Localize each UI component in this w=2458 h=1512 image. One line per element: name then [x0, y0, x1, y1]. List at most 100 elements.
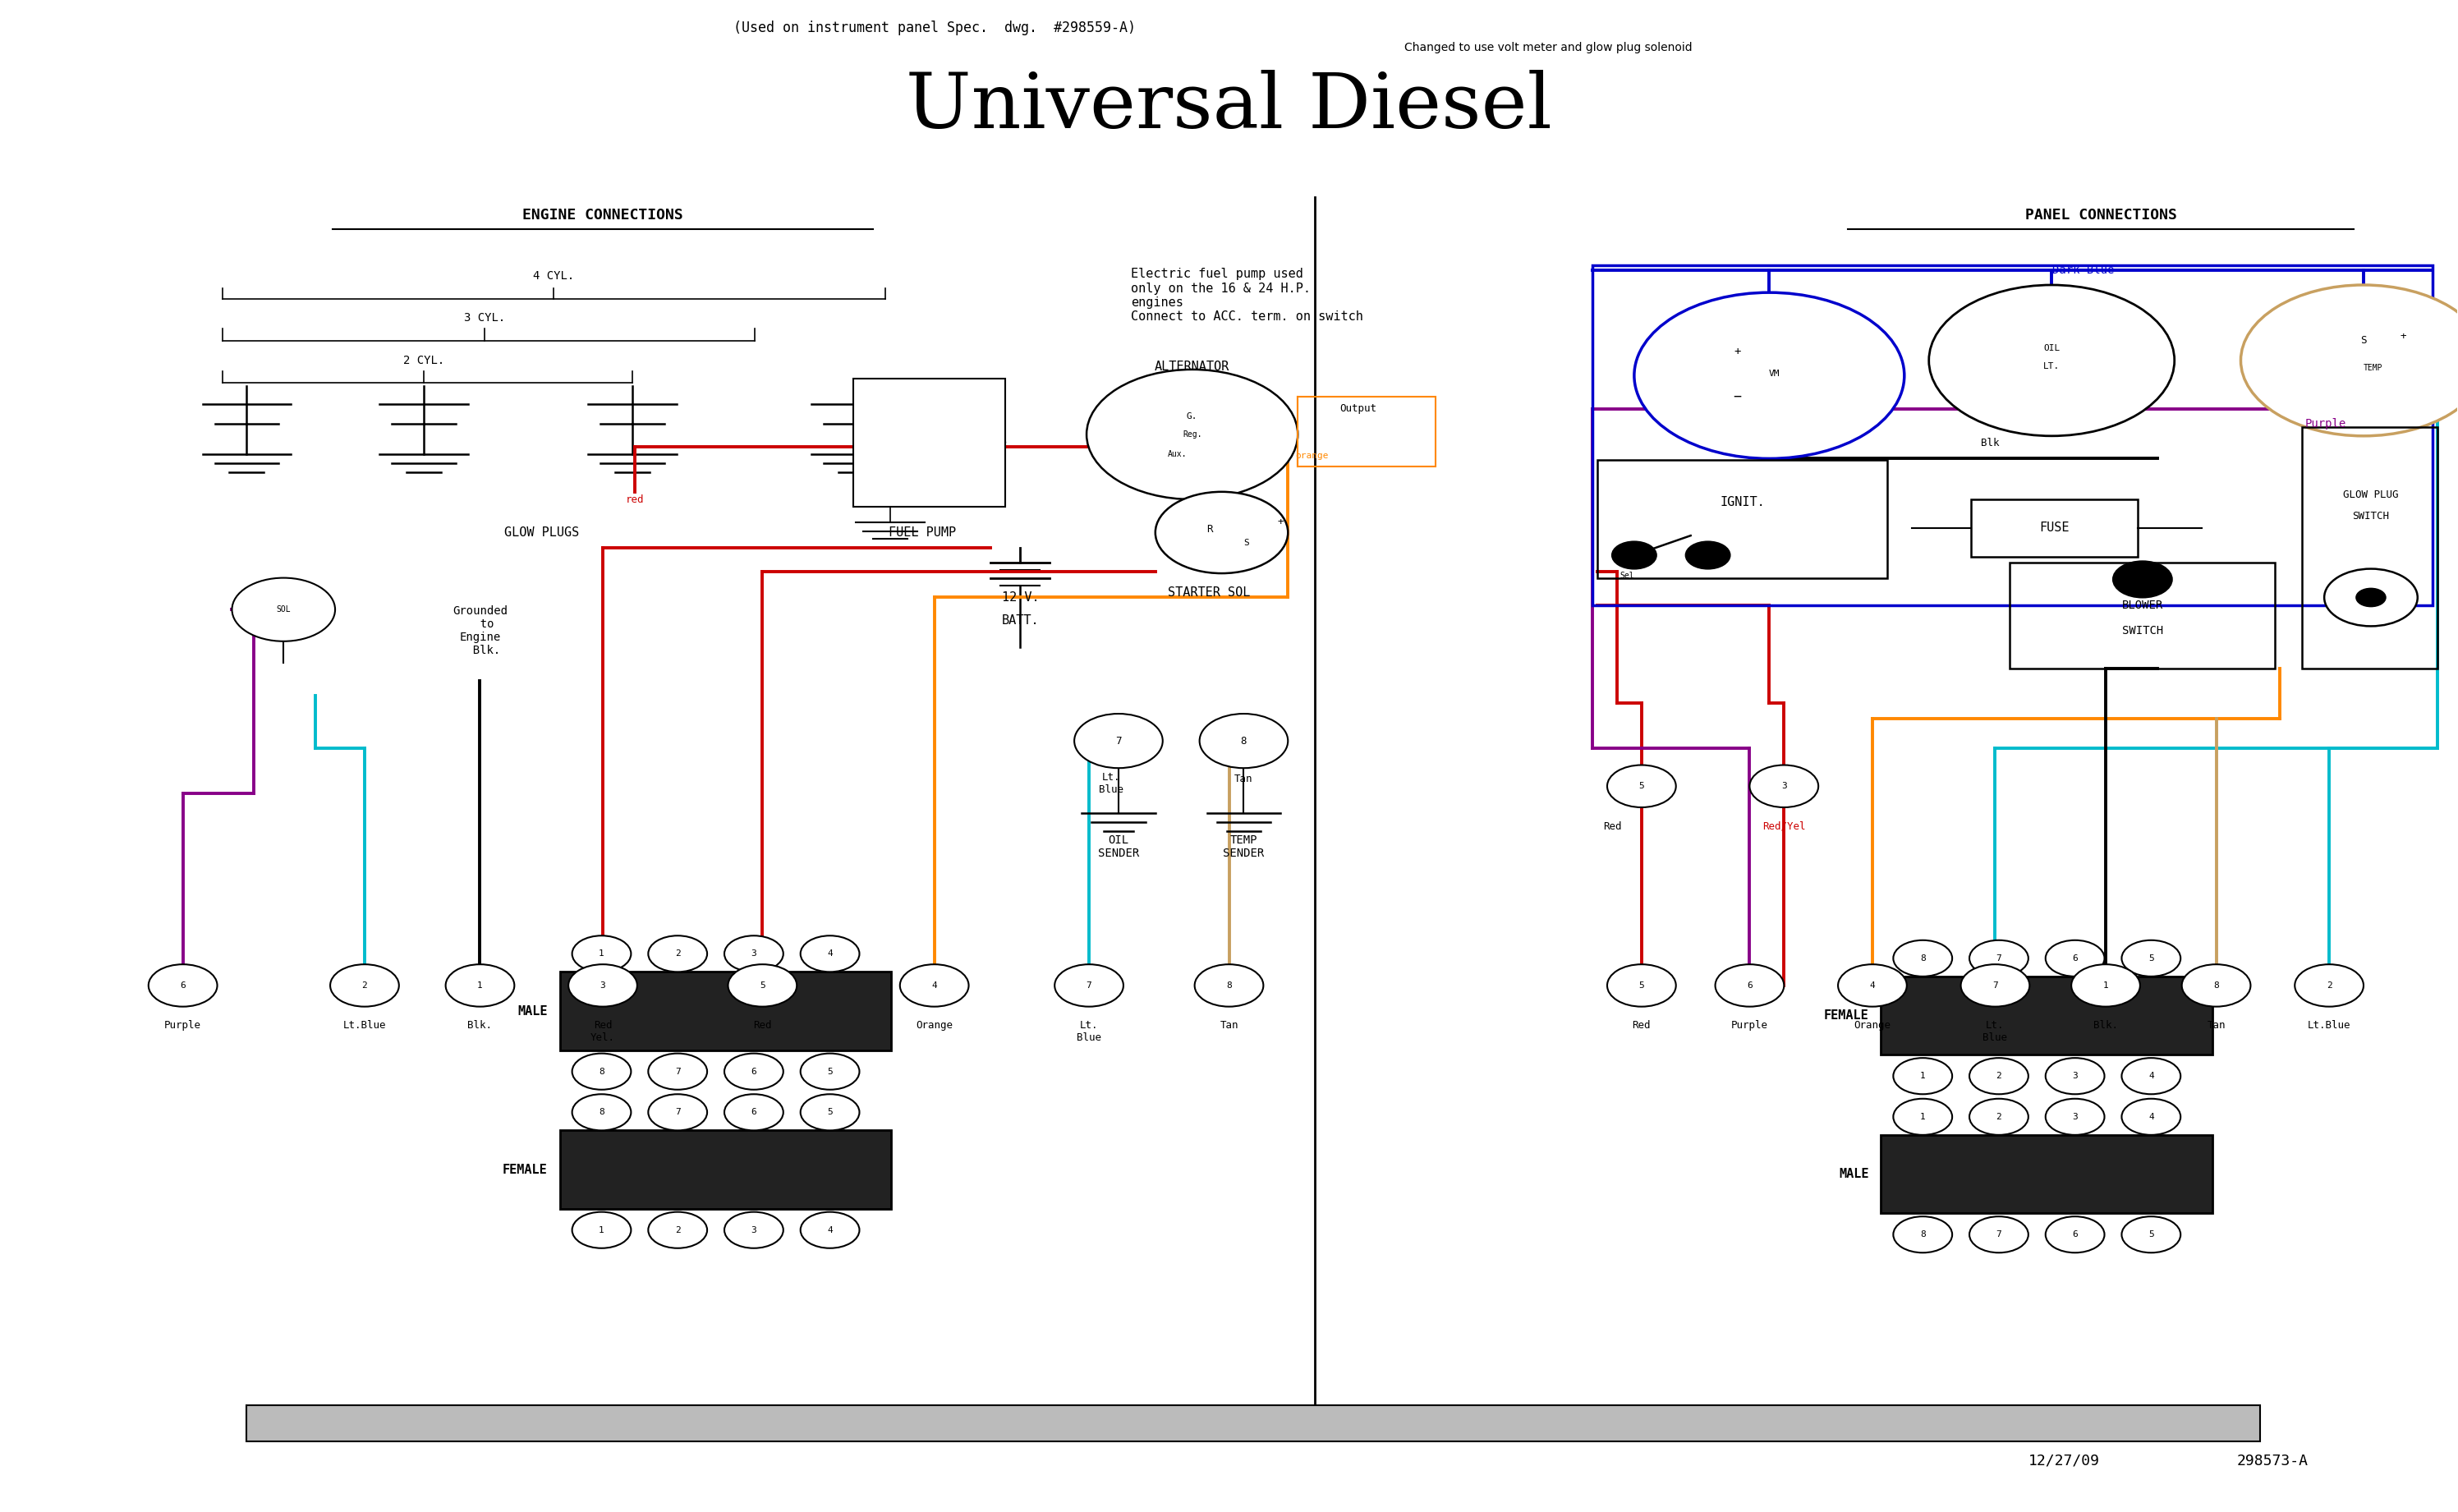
Text: Lt.
Blue: Lt. Blue: [1099, 771, 1123, 795]
Circle shape: [2183, 965, 2252, 1007]
Circle shape: [900, 965, 968, 1007]
Text: Aux.: Aux.: [1168, 451, 1187, 458]
Circle shape: [1195, 965, 1263, 1007]
Text: BLOWER: BLOWER: [2121, 599, 2163, 611]
Bar: [246, 1405, 2261, 1441]
Circle shape: [329, 965, 398, 1007]
Text: 1: 1: [1920, 1072, 1925, 1080]
Circle shape: [1930, 284, 2175, 435]
Bar: [1880, 977, 2212, 1055]
Circle shape: [2121, 1217, 2180, 1253]
Circle shape: [1969, 1058, 2028, 1095]
Bar: [853, 378, 1005, 507]
Text: 3: 3: [752, 1226, 757, 1234]
Text: Lt.Blue: Lt.Blue: [344, 1021, 386, 1031]
Circle shape: [573, 1095, 632, 1131]
Text: 8: 8: [1227, 981, 1231, 989]
Text: 5: 5: [828, 1067, 833, 1075]
Circle shape: [649, 1054, 708, 1090]
Text: 2: 2: [1996, 1113, 2001, 1120]
Text: 8: 8: [600, 1067, 605, 1075]
Text: 7: 7: [1996, 954, 2001, 963]
Text: 6: 6: [752, 1067, 757, 1075]
Text: 12/27/09: 12/27/09: [2028, 1453, 2099, 1468]
Circle shape: [2121, 1099, 2180, 1136]
Text: OIL: OIL: [2043, 345, 2060, 352]
Circle shape: [725, 1095, 784, 1131]
Circle shape: [2357, 588, 2387, 606]
Circle shape: [1969, 1099, 2028, 1136]
Text: 8: 8: [1920, 1231, 1925, 1238]
Circle shape: [728, 965, 796, 1007]
Text: OIL
SENDER: OIL SENDER: [1099, 835, 1138, 859]
Text: Blk: Blk: [1981, 438, 1998, 449]
Text: 1: 1: [2104, 981, 2109, 989]
Text: 6: 6: [179, 981, 187, 989]
Circle shape: [1608, 965, 1676, 1007]
Text: Orange: Orange: [917, 1021, 954, 1031]
Text: 8: 8: [2212, 981, 2220, 989]
Text: Output: Output: [1340, 404, 1376, 414]
Circle shape: [1686, 541, 1730, 569]
Circle shape: [1893, 1099, 1952, 1136]
Circle shape: [2045, 1058, 2104, 1095]
Text: 3: 3: [752, 950, 757, 959]
Text: 5: 5: [2148, 954, 2153, 963]
Text: Purple: Purple: [1730, 1021, 1767, 1031]
Circle shape: [725, 936, 784, 972]
Circle shape: [2045, 1099, 2104, 1136]
Circle shape: [231, 578, 334, 641]
Bar: [2303, 426, 2438, 668]
Text: G.: G.: [1187, 413, 1197, 420]
Text: 7: 7: [1086, 981, 1091, 989]
Text: 7: 7: [1116, 735, 1121, 747]
Bar: [2011, 562, 2276, 668]
Text: 1: 1: [600, 950, 605, 959]
Text: 7: 7: [1996, 1231, 2001, 1238]
Circle shape: [2296, 965, 2365, 1007]
Text: Reg.: Reg.: [1182, 431, 1202, 438]
Text: orange: orange: [1295, 452, 1330, 460]
Text: Red: Red: [1632, 1021, 1652, 1031]
Text: 6: 6: [752, 1108, 757, 1116]
Circle shape: [725, 1054, 784, 1090]
Text: Lt.
Blue: Lt. Blue: [1077, 1021, 1101, 1043]
Circle shape: [568, 965, 637, 1007]
Text: 12 V.: 12 V.: [1000, 591, 1040, 603]
Text: 8: 8: [1241, 735, 1246, 747]
Text: 3: 3: [1782, 782, 1787, 791]
Text: Orange: Orange: [1853, 1021, 1890, 1031]
Text: Red
Yel.: Red Yel.: [590, 1021, 614, 1043]
Text: 1: 1: [600, 1226, 605, 1234]
Text: 3 CYL.: 3 CYL.: [465, 313, 506, 324]
Text: 4: 4: [932, 981, 936, 989]
Text: Blk.: Blk.: [2094, 1021, 2119, 1031]
Circle shape: [1608, 765, 1676, 807]
Bar: [1298, 396, 1435, 466]
Text: SOL: SOL: [275, 605, 290, 614]
Text: 3: 3: [2072, 1072, 2077, 1080]
Circle shape: [1893, 1217, 1952, 1253]
Text: Red/Yel: Red/Yel: [1762, 821, 1807, 832]
Text: 2: 2: [676, 950, 681, 959]
Circle shape: [1612, 541, 1657, 569]
Circle shape: [801, 1054, 860, 1090]
Circle shape: [1155, 491, 1288, 573]
Text: 3: 3: [600, 981, 605, 989]
Circle shape: [1893, 940, 1952, 977]
Text: Electric fuel pump used
only on the 16 & 24 H.P.
engines
Connect to ACC. term. o: Electric fuel pump used only on the 16 &…: [1131, 268, 1364, 324]
Text: +: +: [1278, 517, 1283, 528]
Text: Grounded
  to
Engine
  Blk.: Grounded to Engine Blk.: [452, 605, 506, 656]
Text: TEMP: TEMP: [2365, 364, 2382, 372]
Circle shape: [2121, 940, 2180, 977]
Text: 2: 2: [361, 981, 366, 989]
Text: 298573-A: 298573-A: [2237, 1453, 2308, 1468]
Circle shape: [725, 1213, 784, 1249]
Text: Universal Diesel: Universal Diesel: [907, 70, 1551, 144]
Circle shape: [2242, 284, 2458, 435]
Text: SWITCH: SWITCH: [2121, 624, 2163, 637]
Text: Dark Blue: Dark Blue: [2052, 265, 2114, 275]
Text: 4: 4: [2148, 1113, 2153, 1120]
Bar: [560, 972, 892, 1051]
Text: S: S: [1244, 538, 1249, 547]
